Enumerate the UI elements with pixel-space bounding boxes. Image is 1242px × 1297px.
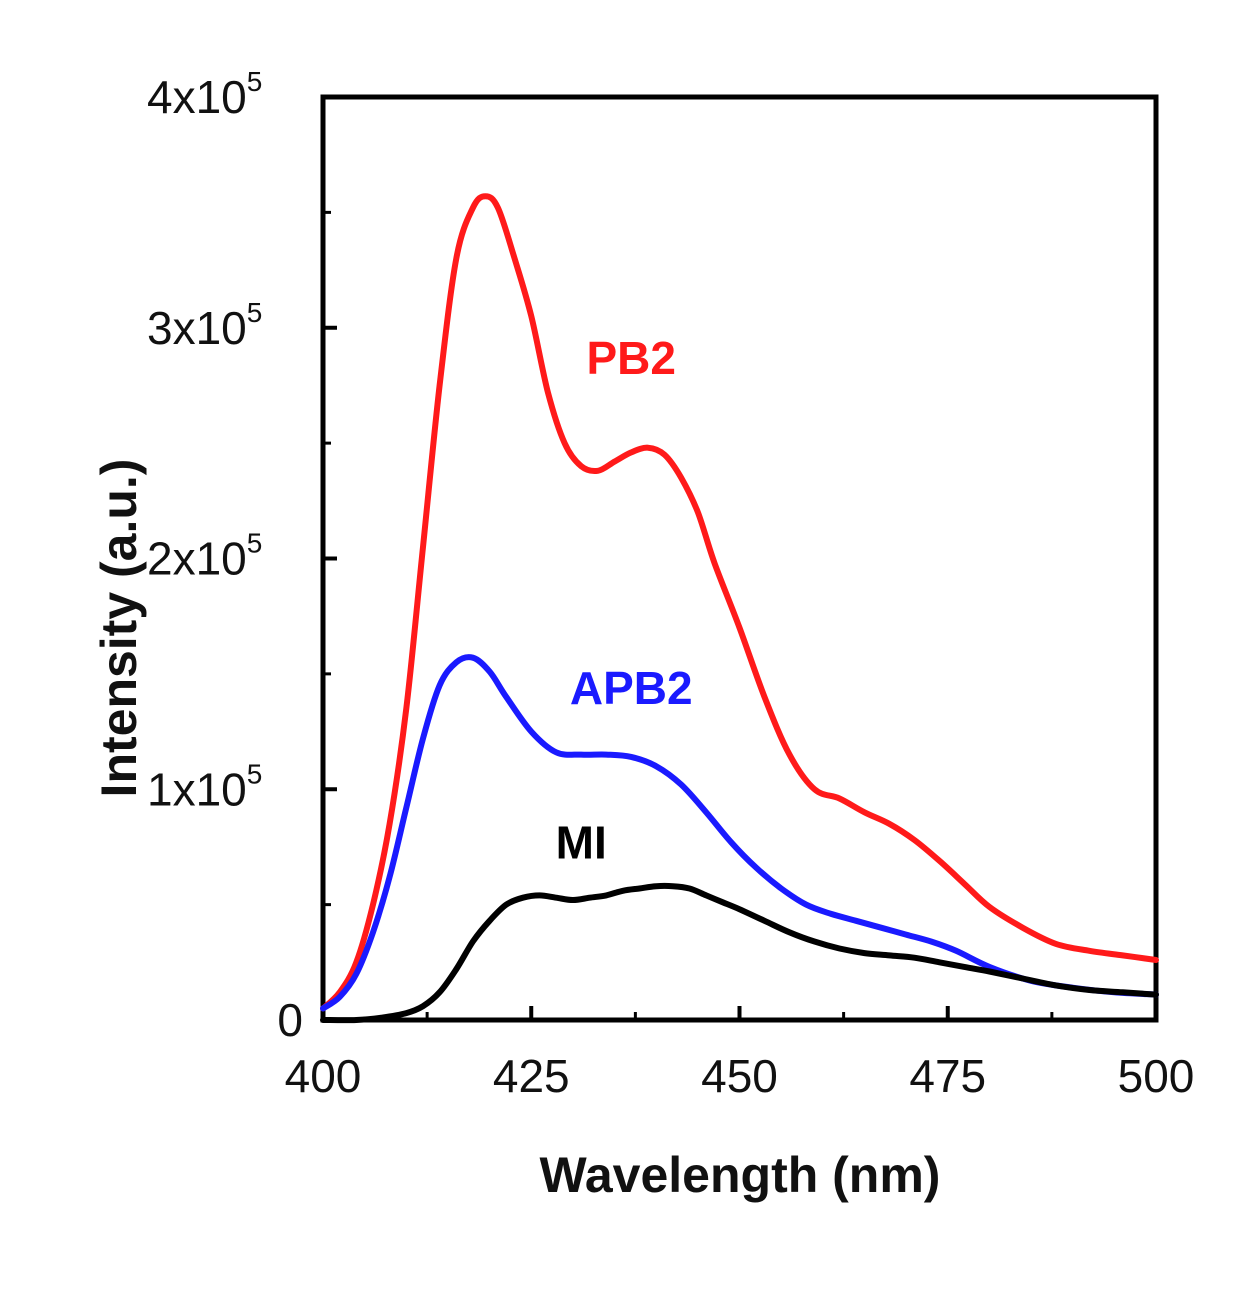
series-line-mi: [320, 882, 1159, 1024]
series-label-apb2: APB2: [570, 662, 693, 714]
y-tick-label: 4x105: [147, 66, 262, 123]
x-axis-title: Wavelength (nm): [540, 1147, 941, 1203]
series-label-pb2: PB2: [586, 332, 675, 384]
series-label-mi: MI: [556, 816, 607, 868]
series-line-pb2: [320, 193, 1159, 1012]
y-axis-title: Intensity (a.u.): [91, 459, 147, 798]
x-tick-label: 475: [909, 1050, 986, 1102]
y-tick-label: 0: [277, 994, 303, 1046]
series-line-apb2: [320, 654, 1159, 1012]
plot-frame-group: [320, 94, 1159, 1023]
y-tick-label: 2x105: [147, 528, 262, 585]
y-tick-label: 1x105: [147, 758, 262, 815]
x-tick-label: 500: [1118, 1050, 1195, 1102]
plot-frame: [320, 94, 1159, 1023]
series-layer: [320, 193, 1159, 1024]
x-tick-label: 425: [493, 1050, 570, 1102]
y-axis-ticks: 0 1x105 2x105 3x105 4x105: [147, 66, 337, 1046]
x-axis-ticks: 400 425 450 475 500: [285, 1006, 1195, 1102]
x-tick-label: 450: [701, 1050, 778, 1102]
annotation-layer: PB2 APB2 MI: [556, 332, 693, 869]
y-tick-label: 3x105: [147, 297, 262, 354]
x-tick-label: 400: [285, 1050, 362, 1102]
